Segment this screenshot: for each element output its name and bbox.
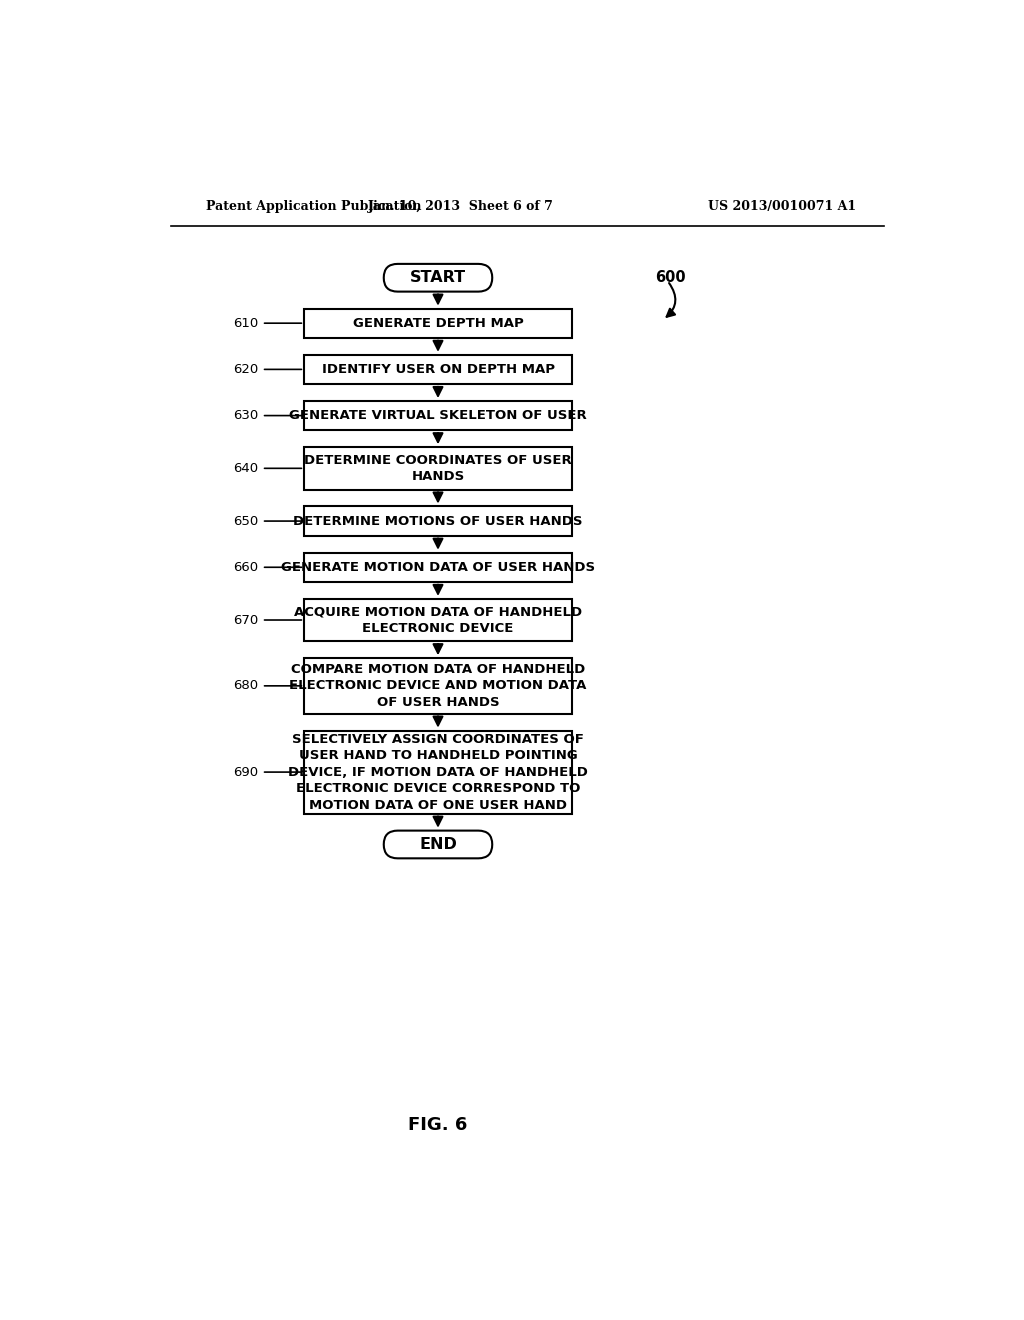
FancyBboxPatch shape bbox=[304, 309, 571, 338]
Text: 640: 640 bbox=[233, 462, 259, 475]
Text: DETERMINE MOTIONS OF USER HANDS: DETERMINE MOTIONS OF USER HANDS bbox=[293, 515, 583, 528]
Text: 630: 630 bbox=[233, 409, 259, 422]
FancyBboxPatch shape bbox=[304, 355, 571, 384]
Text: COMPARE MOTION DATA OF HANDHELD
ELECTRONIC DEVICE AND MOTION DATA
OF USER HANDS: COMPARE MOTION DATA OF HANDHELD ELECTRON… bbox=[290, 663, 587, 709]
Text: 670: 670 bbox=[233, 614, 259, 627]
Text: START: START bbox=[410, 271, 466, 285]
Text: ACQUIRE MOTION DATA OF HANDHELD
ELECTRONIC DEVICE: ACQUIRE MOTION DATA OF HANDHELD ELECTRON… bbox=[294, 606, 582, 635]
FancyBboxPatch shape bbox=[304, 401, 571, 430]
FancyBboxPatch shape bbox=[304, 447, 571, 490]
FancyBboxPatch shape bbox=[304, 599, 571, 642]
Text: 680: 680 bbox=[233, 680, 259, 693]
Text: 690: 690 bbox=[233, 766, 259, 779]
Text: 620: 620 bbox=[233, 363, 259, 376]
FancyBboxPatch shape bbox=[304, 659, 571, 714]
Text: DETERMINE COORDINATES OF USER
HANDS: DETERMINE COORDINATES OF USER HANDS bbox=[304, 454, 571, 483]
Text: FIG. 6: FIG. 6 bbox=[409, 1115, 468, 1134]
FancyBboxPatch shape bbox=[304, 730, 571, 813]
FancyBboxPatch shape bbox=[304, 507, 571, 536]
Text: GENERATE MOTION DATA OF USER HANDS: GENERATE MOTION DATA OF USER HANDS bbox=[281, 561, 595, 574]
Text: GENERATE VIRTUAL SKELETON OF USER: GENERATE VIRTUAL SKELETON OF USER bbox=[289, 409, 587, 422]
Text: Patent Application Publication: Patent Application Publication bbox=[206, 199, 421, 213]
Text: Jan. 10, 2013  Sheet 6 of 7: Jan. 10, 2013 Sheet 6 of 7 bbox=[369, 199, 554, 213]
Text: 650: 650 bbox=[233, 515, 259, 528]
Text: GENERATE DEPTH MAP: GENERATE DEPTH MAP bbox=[352, 317, 523, 330]
FancyBboxPatch shape bbox=[304, 553, 571, 582]
Text: END: END bbox=[419, 837, 457, 851]
FancyBboxPatch shape bbox=[384, 264, 493, 292]
Text: 600: 600 bbox=[655, 271, 686, 285]
FancyArrowPatch shape bbox=[667, 282, 676, 317]
Text: SELECTIVELY ASSIGN COORDINATES OF
USER HAND TO HANDHELD POINTING
DEVICE, IF MOTI: SELECTIVELY ASSIGN COORDINATES OF USER H… bbox=[288, 733, 588, 812]
Text: US 2013/0010071 A1: US 2013/0010071 A1 bbox=[709, 199, 856, 213]
Text: 660: 660 bbox=[233, 561, 259, 574]
Text: IDENTIFY USER ON DEPTH MAP: IDENTIFY USER ON DEPTH MAP bbox=[322, 363, 555, 376]
FancyBboxPatch shape bbox=[384, 830, 493, 858]
Text: 610: 610 bbox=[233, 317, 259, 330]
